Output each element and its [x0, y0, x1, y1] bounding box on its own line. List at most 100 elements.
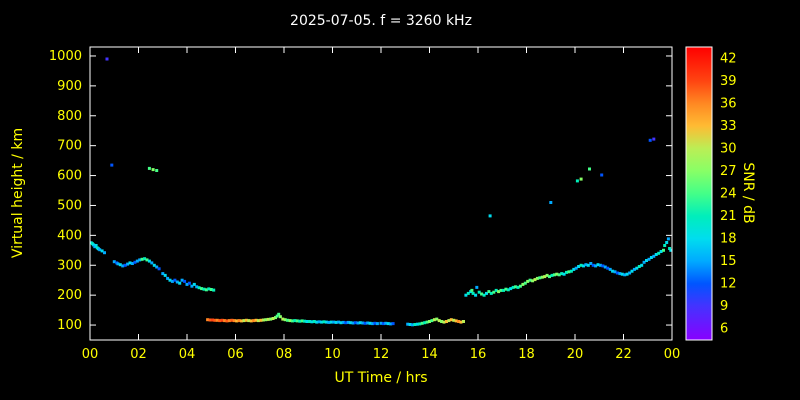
data-point — [371, 322, 374, 326]
data-point — [190, 284, 194, 288]
data-point — [615, 271, 619, 275]
data-point — [105, 57, 109, 61]
data-point — [540, 275, 544, 279]
data-point — [130, 262, 134, 265]
data-point — [447, 319, 451, 323]
data-point — [584, 263, 588, 267]
data-point — [669, 248, 673, 252]
data-point — [464, 293, 468, 297]
data-point — [389, 322, 393, 326]
data-point — [123, 263, 127, 267]
data-point — [549, 201, 553, 204]
data-point — [452, 318, 456, 322]
data-point — [381, 322, 385, 326]
data-point — [175, 280, 179, 284]
data-point — [161, 272, 165, 276]
x-tick-label: 08 — [276, 347, 293, 362]
data-point — [462, 320, 465, 323]
data-point — [247, 319, 251, 323]
data-point — [523, 281, 527, 285]
data-point — [642, 260, 646, 264]
data-point — [320, 320, 324, 324]
data-point — [346, 320, 350, 324]
data-point — [613, 270, 617, 274]
data-point — [209, 288, 213, 291]
data-point — [100, 249, 104, 253]
data-point — [632, 267, 636, 271]
data-point — [145, 258, 149, 262]
data-point — [550, 273, 554, 277]
data-point — [635, 266, 639, 270]
data-point — [480, 292, 484, 296]
x-tick-label: 12 — [373, 347, 390, 362]
data-point — [363, 321, 367, 325]
data-point — [538, 276, 542, 280]
colorbar-tick-label: 15 — [720, 254, 737, 269]
data-point — [368, 321, 372, 325]
data-point — [528, 278, 532, 282]
data-point — [514, 285, 518, 289]
data-point — [310, 320, 314, 324]
data-point — [283, 318, 287, 322]
data-point — [218, 319, 222, 323]
y-tick-label: 400 — [57, 228, 82, 243]
data-point — [332, 320, 336, 324]
data-point — [543, 275, 547, 279]
data-point — [623, 273, 627, 277]
data-point — [112, 260, 116, 264]
data-point — [147, 259, 151, 263]
data-point — [295, 319, 299, 323]
data-point — [606, 266, 610, 270]
data-point — [533, 278, 537, 282]
data-point — [300, 319, 304, 323]
data-point — [574, 266, 578, 270]
data-point — [373, 321, 377, 325]
data-point — [413, 323, 417, 326]
data-point — [494, 288, 498, 292]
data-point — [230, 318, 234, 322]
data-point — [420, 321, 424, 325]
data-point — [235, 319, 239, 323]
data-point — [618, 272, 622, 276]
data-point — [492, 290, 496, 294]
data-point — [252, 319, 256, 323]
data-point — [128, 261, 132, 265]
data-point — [440, 320, 444, 323]
data-point — [640, 263, 644, 267]
data-point — [264, 318, 268, 322]
data-point — [121, 264, 125, 268]
colorbar-tick-label: 24 — [720, 187, 737, 202]
data-point — [668, 247, 672, 250]
data-point — [170, 279, 174, 283]
x-tick-label: 18 — [518, 347, 535, 362]
data-point — [497, 290, 501, 294]
data-point — [611, 269, 615, 273]
colorbar-tick-label: 18 — [720, 232, 737, 247]
data-point — [183, 279, 187, 283]
colorbar — [685, 46, 713, 341]
data-points — [89, 57, 673, 327]
data-point — [384, 321, 388, 325]
data-point — [133, 260, 137, 264]
x-tick-label: 22 — [615, 347, 632, 362]
data-point — [135, 259, 139, 263]
data-point — [291, 319, 294, 323]
data-point — [266, 317, 270, 321]
data-point — [361, 321, 365, 325]
colorbar-tick-label: 39 — [720, 74, 737, 89]
data-point — [92, 243, 96, 247]
data-point — [240, 319, 244, 323]
data-point — [337, 320, 341, 324]
data-point — [647, 257, 651, 261]
data-point — [271, 317, 275, 320]
data-point — [657, 251, 661, 255]
data-point — [151, 168, 155, 172]
data-point — [575, 179, 579, 183]
data-point — [208, 318, 212, 322]
data-point — [187, 281, 191, 285]
data-point — [157, 267, 161, 271]
data-point — [457, 320, 461, 323]
data-point — [506, 288, 510, 292]
data-point — [555, 272, 559, 276]
